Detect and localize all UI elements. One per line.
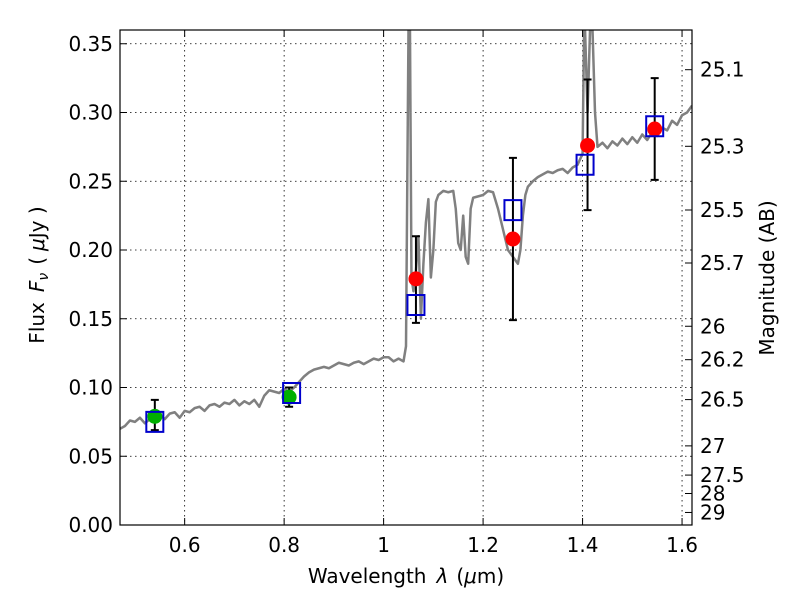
marker-group (145, 115, 665, 433)
x-axis-title-unit-mu: μ (463, 564, 477, 588)
y-axis-title-symbol: F (25, 280, 49, 292)
photometry-point (505, 231, 521, 247)
y-axis-title-unit-open: ( (25, 257, 49, 265)
x-tick-label: 1 (377, 533, 390, 557)
y-axis-title-unit-rest: Jy ) (25, 206, 49, 240)
y2-tick-label: 25.5 (700, 198, 745, 222)
x-axis-title: Wavelength λ (μm) (308, 564, 504, 588)
y2-tick-label: 25.1 (700, 58, 745, 82)
sed-curve (120, 30, 692, 430)
y-axis-title-text: Flux (25, 302, 49, 344)
y2-tick-label: 26.2 (700, 348, 745, 372)
y2-tick-label: 25.3 (700, 134, 745, 158)
y2-tick-label: 29 (700, 500, 725, 524)
photometry-point (408, 271, 424, 287)
model-square-marker (406, 294, 426, 316)
data-layer (120, 30, 692, 433)
plot-frame (119, 29, 693, 526)
model-square-marker (282, 382, 302, 404)
x-tick-label: 0.6 (169, 533, 201, 557)
model-square-marker (145, 410, 165, 433)
model-square-marker (503, 199, 523, 222)
y2-tick-label: 26 (700, 314, 725, 338)
y-tick-label: 0.05 (68, 444, 113, 468)
y-tick-label: 0.25 (68, 169, 113, 193)
y-tick-label: 0.35 (68, 32, 113, 56)
y-axis-title-unit-mu: μ (25, 238, 49, 252)
photometry-point (580, 138, 596, 153)
y2-tick-label: 28 (700, 482, 725, 506)
x-axis-title-unit-rest: m) (477, 564, 504, 588)
y-tick-label: 0.30 (68, 101, 113, 125)
y2-tick-label: 27 (700, 434, 725, 458)
tick-layer: 0.6 0.8 1 1.2 1.4 1.6 0.00 0.05 0.10 0.15 0.20 0.25… (68, 30, 745, 557)
y-tick-label: 0.00 (68, 513, 113, 537)
y-axis-title-subscript: ν (36, 273, 52, 281)
y-tick-label: 0.15 (68, 307, 113, 331)
y2-tick-label: 25.7 (700, 251, 745, 275)
photometry-point (281, 389, 297, 405)
x-tick-label: 1.6 (666, 533, 698, 557)
y-tick-label: 0.10 (68, 376, 113, 400)
model-square-marker (645, 115, 665, 138)
x-tick-label: 0.8 (268, 533, 300, 557)
x-axis-title-text: Wavelength (308, 564, 427, 588)
x-axis-title-unit-open: ( (456, 564, 464, 588)
y2-axis-title: Magnitude (AB) (755, 200, 779, 355)
x-axis-title-symbol: λ (435, 564, 448, 588)
y-axis-title: Flux Fν ( μJy ) (25, 206, 52, 343)
model-square-marker (575, 153, 595, 176)
y-tick-label: 0.20 (68, 238, 113, 262)
x-tick-label: 1.4 (567, 533, 599, 557)
y2-tick-label: 27.5 (700, 463, 745, 487)
x-tick-label: 1.2 (467, 533, 499, 557)
photometry-point (647, 121, 663, 137)
y2-tick-label: 26.5 (700, 388, 745, 412)
